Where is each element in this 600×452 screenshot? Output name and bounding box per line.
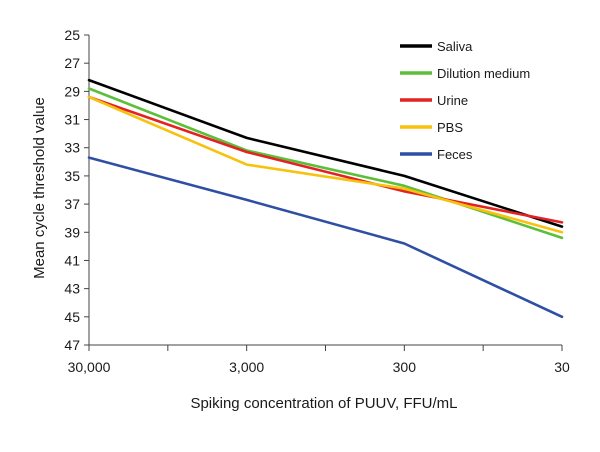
y-tick-label: 39: [64, 224, 80, 240]
y-tick-label: 31: [64, 112, 80, 128]
y-tick-label: 35: [64, 168, 80, 184]
x-tick-label: 3,000: [229, 359, 264, 375]
y-tick-label: 43: [64, 281, 80, 297]
y-tick-label: 41: [64, 252, 80, 268]
x-tick-label: 30,000: [68, 359, 111, 375]
series-line-pbs: [87, 95, 564, 234]
series-line-feces: [87, 156, 564, 319]
x-tick-label: 30: [554, 359, 570, 375]
y-tick-label: 25: [64, 27, 80, 43]
axes: 25 27 29 31 33 35 37 39 41 43 45 47 30,000 3,000 300 30: [64, 27, 570, 375]
y-tick-label: 45: [64, 309, 80, 325]
y-tick-label: 37: [64, 196, 80, 212]
legend-label-dilution-medium: Dilution medium: [437, 66, 530, 81]
y-axis-title: Mean cycle threshold value: [31, 97, 48, 279]
legend-label-saliva: Saliva: [437, 39, 473, 54]
x-tick-label: 300: [393, 359, 417, 375]
y-tick-label: 29: [64, 83, 80, 99]
y-tick-label: 47: [64, 337, 80, 353]
legend-label-feces: Feces: [437, 147, 473, 162]
series-line-dilution-medium: [87, 87, 564, 240]
series-line-urine: [87, 95, 564, 224]
x-axis-title: Spiking concentration of PUUV, FFU/mL: [190, 395, 457, 412]
y-tick-label: 27: [64, 55, 80, 71]
series-line-saliva: [87, 78, 564, 228]
legend-label-pbs: PBS: [437, 120, 463, 135]
legend: Saliva Dilution medium Urine PBS Feces: [400, 39, 530, 162]
y-tick-label: 33: [64, 140, 80, 156]
series-lines: [87, 78, 564, 319]
legend-label-urine: Urine: [437, 93, 468, 108]
